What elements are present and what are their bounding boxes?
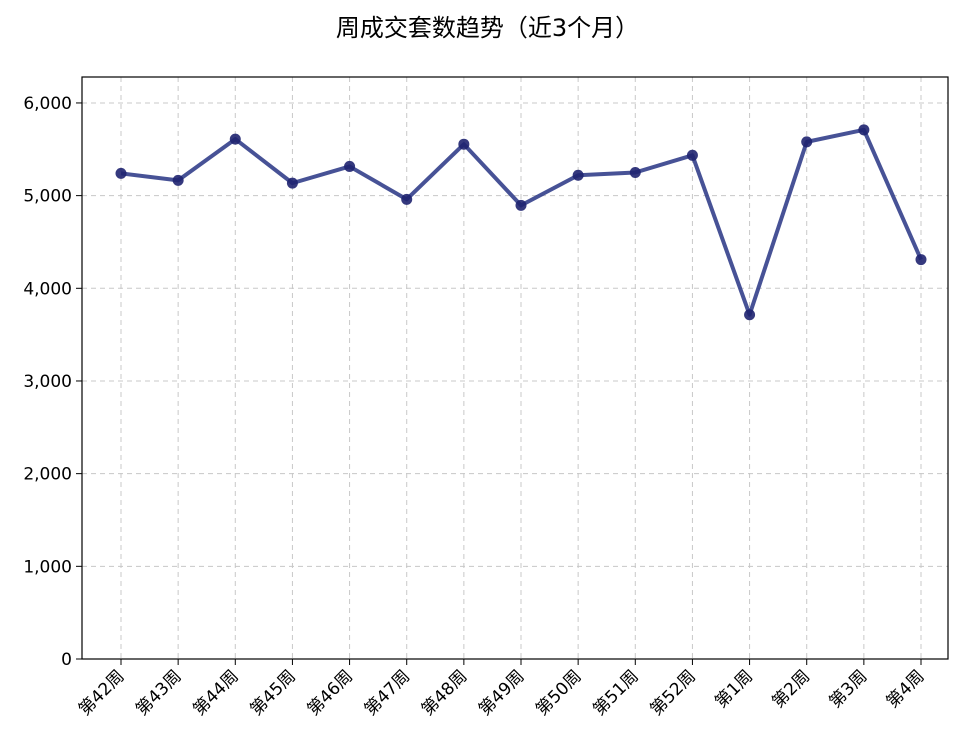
chart-title: 周成交套数趋势（近3个月）	[335, 14, 640, 42]
data-point	[172, 174, 184, 186]
x-tick-label: 第45周	[246, 666, 299, 719]
x-tick-label: 第42周	[75, 666, 128, 719]
data-point	[572, 169, 584, 181]
axes: 01,0002,0003,0004,0005,0006,000第42周 第43周第…	[23, 76, 949, 720]
data-point	[629, 166, 641, 178]
data-point	[115, 167, 127, 179]
x-tick-label: 第4周	[883, 666, 929, 712]
data-point	[915, 254, 927, 266]
x-tick-label: 第3周	[826, 666, 872, 712]
x-tick-label: 第51周	[589, 666, 642, 719]
x-tick-label: 第49周	[475, 666, 528, 719]
data-point	[401, 193, 413, 205]
plot-frame	[81, 76, 949, 660]
x-tick-label: 第50周	[532, 666, 585, 719]
y-tick-label: 6,000	[23, 94, 72, 114]
y-tick-label: 0	[61, 650, 72, 670]
grid-lines	[82, 77, 948, 659]
data-point	[286, 177, 298, 189]
x-tick-label: 第44周	[189, 666, 242, 719]
x-tick-label: 第47周	[361, 666, 414, 719]
data-point	[801, 136, 813, 148]
x-tick-label: 第46周	[304, 666, 357, 719]
x-tick-label: 第48周	[418, 666, 471, 719]
data-point	[229, 133, 241, 145]
y-tick-label: 4,000	[23, 279, 72, 299]
data-point	[744, 309, 756, 321]
data-point	[344, 160, 356, 172]
y-tick-label: 2,000	[23, 465, 72, 485]
series-layer	[115, 124, 927, 321]
x-tick-label: 第2周	[768, 666, 814, 712]
x-tick-label: 第1周	[711, 666, 757, 712]
data-point	[686, 149, 698, 161]
x-tick-label: 第43周	[132, 666, 185, 719]
data-point	[458, 138, 470, 150]
data-point	[515, 199, 527, 211]
data-point	[858, 124, 870, 136]
x-tick-label: 第52周	[646, 666, 699, 719]
y-tick-label: 3,000	[23, 372, 72, 392]
y-tick-label: 5,000	[23, 187, 72, 207]
y-tick-label: 1,000	[23, 557, 72, 577]
